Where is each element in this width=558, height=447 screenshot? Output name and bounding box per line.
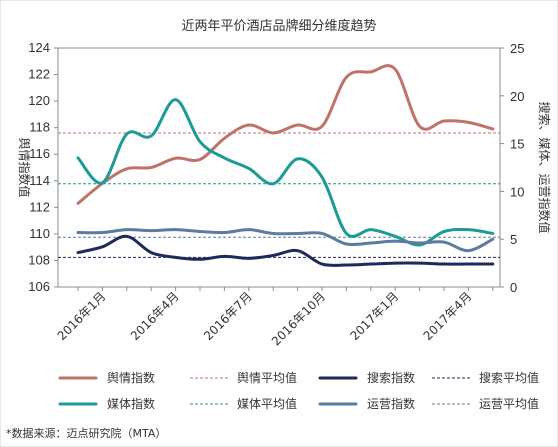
chart-source: *数据来源：迈点研究院（MTA） [6, 426, 166, 440]
legend-item: 搜索指数 [318, 370, 415, 385]
legend-item: 运营平均值 [432, 396, 539, 411]
legend-item: 媒体平均值 [190, 396, 297, 411]
left-tick-label: 120 [28, 93, 50, 108]
legend-label: 运营指数 [367, 396, 415, 411]
left-tick-label: 124 [28, 40, 50, 55]
left-tick-label: 106 [28, 279, 50, 294]
legend-label: 媒体指数 [107, 396, 155, 411]
legend-item: 舆情平均值 [190, 370, 297, 385]
legend-label: 搜索平均值 [479, 370, 539, 385]
legend-item: 舆情指数 [58, 370, 155, 385]
legend-label: 搜索指数 [367, 370, 415, 385]
right-axis-title: 搜索、媒体、运营指数值 [537, 101, 552, 233]
right-tick-label: 15 [510, 137, 524, 152]
legend-label: 舆情指数 [107, 370, 155, 385]
legend-item: 运营指数 [318, 396, 415, 411]
left-tick-label: 116 [29, 146, 50, 161]
left-tick-label: 112 [29, 199, 50, 214]
plot-area-frame [57, 47, 501, 288]
left-axis-title: 舆情指数值 [17, 137, 32, 197]
right-tick-label: 5 [510, 232, 517, 247]
series-0-line [76, 64, 495, 205]
right-tick-label: 0 [510, 280, 517, 295]
left-tick-label: 118 [29, 120, 50, 135]
left-tick-label: 108 [28, 252, 50, 267]
right-tick-label: 20 [510, 89, 524, 104]
left-tick-label: 110 [29, 226, 50, 241]
right-tick-label: 10 [510, 184, 524, 199]
right-tick-label: 25 [510, 41, 524, 56]
series-6-line [76, 228, 495, 253]
legend-label: 运营平均值 [479, 396, 539, 411]
legend-label: 媒体平均值 [237, 396, 297, 411]
left-tick-label: 122 [28, 67, 50, 82]
legend-item: 媒体指数 [58, 396, 155, 411]
left-tick-label: 114 [29, 173, 50, 188]
chart-title: 近两年平价酒店品牌细分维度趋势 [181, 18, 376, 34]
legend-label: 舆情平均值 [237, 370, 297, 385]
series-2-line [76, 234, 495, 267]
legend-item: 搜索平均值 [432, 370, 539, 385]
